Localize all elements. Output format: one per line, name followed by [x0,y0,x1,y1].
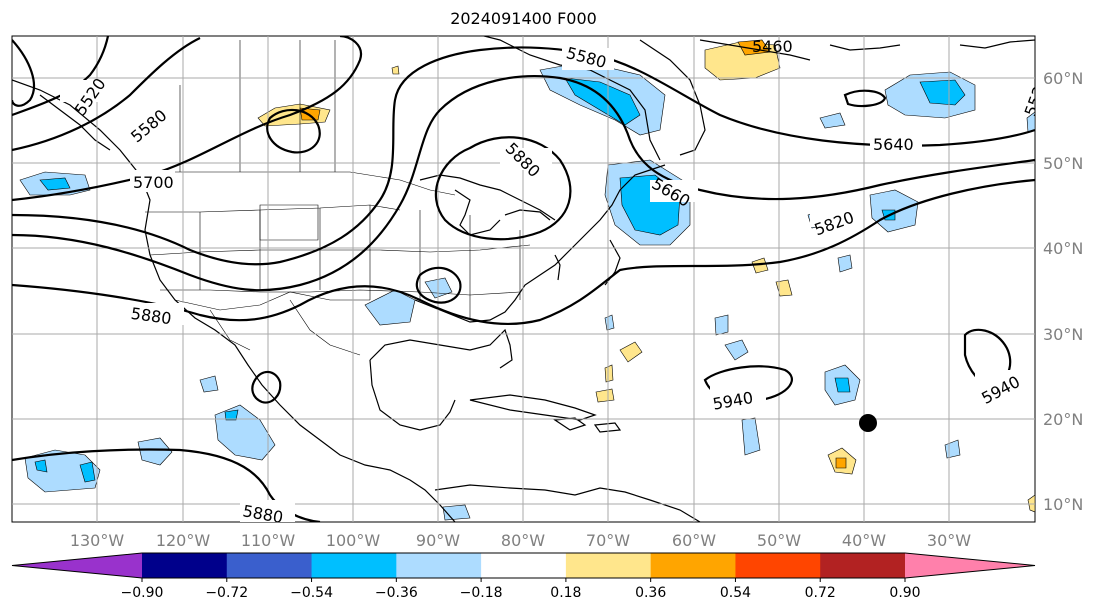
colorbar-tick-label: 0.72 [805,585,836,601]
colorbar-tick-label: 0.54 [720,585,751,601]
contour-label: 5460 [752,37,793,56]
lat-label: 10°N [1043,495,1083,514]
colorbar-segment [396,553,482,578]
lon-label: 120°W [156,531,211,550]
storm-position-marker [859,414,877,432]
colorbar: −0.90 −0.72 −0.54 −0.36 −0.18 0.18 0.36 0.54 0.7… [11,552,1036,601]
lat-label: 30°N [1043,325,1083,344]
contour-label: 5700 [133,173,174,192]
colorbar-tick-label: −0.18 [460,585,503,601]
colorbar-segment [650,553,736,578]
political-borders [145,40,531,356]
latitude-labels: 60°N 50°N 40°N 30°N 20°N 10°N [1043,69,1083,514]
lon-label: 70°W [586,531,630,550]
colorbar-segment [565,553,652,578]
colorbar-tick-label: 0.18 [550,585,581,601]
lat-label: 20°N [1043,410,1083,429]
colorbar-segment [142,553,228,578]
colorbar-segment [905,553,1035,578]
colorbar-segment [226,553,313,578]
colorbar-tick-label: 0.90 [889,585,920,601]
colorbar-tick-label: 0.36 [635,585,666,601]
lon-label: 130°W [70,531,125,550]
lon-label: 100°W [326,531,381,550]
colorbar-segment [735,553,821,578]
contour-label: 5640 [873,135,914,154]
lat-label: 60°N [1043,69,1083,88]
map-title: 2024091400 F000 [450,9,597,28]
lon-label: 60°W [672,531,716,550]
colorbar-segment [820,553,906,578]
colorbar-tick-label: −0.54 [290,585,333,601]
lat-label: 40°N [1043,239,1083,258]
colorbar-segment [311,553,397,578]
colorbar-tick-label: −0.90 [121,585,164,601]
lon-label: 80°W [501,531,545,550]
colorbar-segment [12,553,142,578]
lon-label: 90°W [416,531,460,550]
longitude-labels: 130°W 120°W 110°W 100°W 90°W 80°W 70°W 6… [70,531,971,550]
contour-label: 5880 [241,501,284,527]
lat-label: 50°N [1043,154,1083,173]
colorbar-segment [481,553,567,578]
lon-label: 30°W [927,531,971,550]
lon-label: 110°W [241,531,296,550]
contour-label-group: 5700 5640 5880 5940 5940 5820 5880 5580 … [60,37,1035,527]
lon-label: 40°W [842,531,886,550]
lon-label: 50°W [757,531,801,550]
colorbar-tick-label: −0.36 [375,585,418,601]
colorbar-tick-label: −0.72 [205,585,248,601]
